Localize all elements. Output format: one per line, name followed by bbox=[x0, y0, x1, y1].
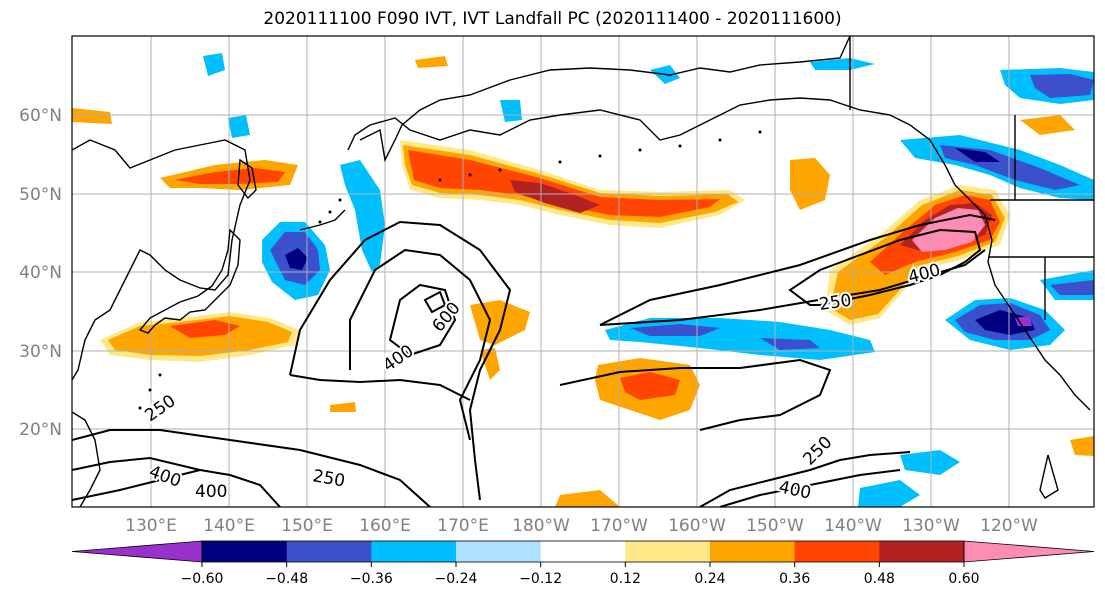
colorbar-bin bbox=[625, 541, 711, 562]
lat-label: 50°N bbox=[19, 185, 62, 205]
lat-label: 20°N bbox=[19, 420, 62, 440]
colorbar-bin bbox=[286, 541, 372, 562]
colorbar-tick-label: −0.24 bbox=[435, 571, 478, 587]
map-frame bbox=[71, 35, 1095, 508]
lat-label: 40°N bbox=[19, 263, 62, 283]
lon-label: 160°E bbox=[359, 516, 411, 536]
colorbar-bin bbox=[540, 541, 626, 562]
colorbar-bin bbox=[879, 541, 965, 562]
map-title: 2020111100 F090 IVT, IVT Landfall PC (20… bbox=[263, 9, 842, 29]
colorbar-tick-label: 0.24 bbox=[694, 571, 725, 587]
colorbar-tick-label: 0.12 bbox=[610, 571, 641, 587]
lon-label: 130°E bbox=[125, 516, 177, 536]
map-gridlines bbox=[72, 36, 1094, 507]
contour-label: 400 bbox=[146, 462, 183, 492]
lon-label: 120°W bbox=[980, 516, 1038, 536]
aleutian-island-dots bbox=[138, 130, 762, 410]
colorbar-tick-label: −0.12 bbox=[519, 571, 562, 587]
lon-label: 170°E bbox=[437, 516, 489, 536]
contour-label: 250 bbox=[818, 291, 853, 315]
lon-label: 180°W bbox=[512, 516, 570, 536]
lon-label: 140°W bbox=[824, 516, 882, 536]
negative-anomaly-shading bbox=[203, 53, 1094, 507]
colorbar-frame bbox=[201, 540, 965, 563]
contour-label: 400 bbox=[195, 482, 227, 502]
colorbar-extend-min bbox=[71, 540, 203, 563]
colorbar-tick-label: −0.36 bbox=[350, 571, 393, 587]
lon-label: 170°W bbox=[590, 516, 648, 536]
ivt-contour-lines bbox=[72, 213, 996, 507]
contour-label: 600 bbox=[429, 298, 465, 336]
colorbar: −0.60 −0.48 −0.36 −0.24 −0.12 0.12 0.24 0.36 0.4… bbox=[71, 540, 1095, 587]
colorbar-bin bbox=[710, 541, 796, 562]
contour-label: 250 bbox=[311, 466, 346, 491]
positive-anomaly-shading bbox=[72, 56, 1094, 507]
contour-label: 250 bbox=[141, 391, 179, 426]
colorbar-bin bbox=[794, 541, 880, 562]
colorbar-tick-label: 0.60 bbox=[948, 571, 979, 587]
lon-label: 140°E bbox=[203, 516, 255, 536]
lon-label: 150°W bbox=[746, 516, 804, 536]
colorbar-bin bbox=[371, 541, 457, 562]
lat-label: 30°N bbox=[19, 342, 62, 362]
contour-labels: 250 400 600 400 250 400 250 400 250 400 bbox=[139, 258, 944, 506]
lon-label: 150°E bbox=[281, 516, 333, 536]
contour-label: 400 bbox=[777, 477, 813, 503]
colorbar-tick-label: 0.48 bbox=[864, 571, 895, 587]
lon-label: 130°W bbox=[902, 516, 960, 536]
colorbar-tick-label: −0.60 bbox=[181, 571, 224, 587]
colorbar-tick-label: 0.36 bbox=[779, 571, 810, 587]
latitude-labels: 60°N 50°N 40°N 30°N 20°N bbox=[19, 106, 62, 440]
coastlines bbox=[72, 36, 1094, 507]
colorbar-extend-max bbox=[963, 540, 1095, 563]
colorbar-bin bbox=[202, 541, 288, 562]
lon-label: 160°W bbox=[668, 516, 726, 536]
colorbar-tick-label: −0.48 bbox=[265, 571, 308, 587]
lat-label: 60°N bbox=[19, 106, 62, 126]
longitude-labels: 130°E 140°E 150°E 160°E 170°E 180°W 170°… bbox=[125, 516, 1038, 536]
colorbar-bin bbox=[456, 541, 542, 562]
